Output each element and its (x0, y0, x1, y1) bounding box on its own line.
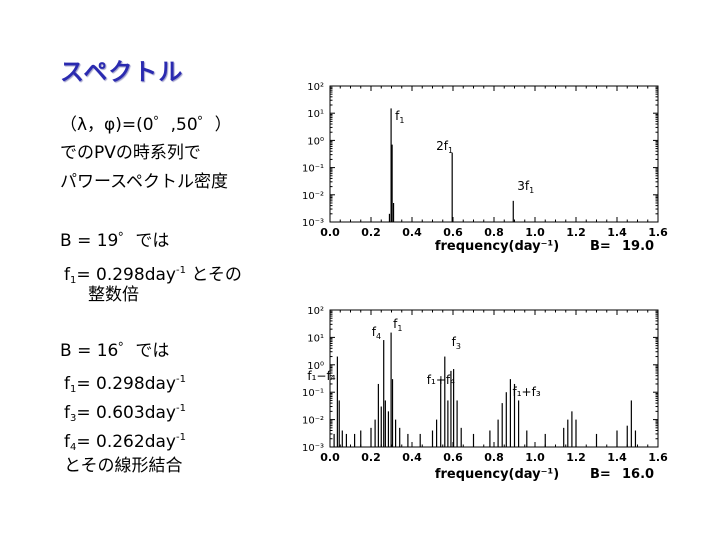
unit-exponent: -1 (175, 374, 186, 385)
freq-subscript: 3 (70, 413, 77, 424)
peak-annotation: 3f1 (517, 179, 534, 195)
parameter-label: B= (590, 239, 611, 254)
x-tick-label: 1.0 (525, 451, 545, 464)
intro-line-3: パワースペクトル密度 (60, 172, 228, 192)
x-tick-label: 1.2 (566, 226, 586, 239)
x-tick-label: 0.0 (320, 226, 340, 239)
annotation-text: f (372, 325, 377, 339)
peak-annotation: f₁−f₄ (307, 369, 335, 383)
annotation-text: f (393, 317, 398, 331)
case19-tail: とその (185, 265, 242, 285)
x-tick-label: 0.6 (443, 226, 463, 239)
freq-subscript: 1 (70, 384, 77, 395)
freq-symbol: f (64, 403, 70, 423)
case16-closing: とその線形結合 (64, 456, 183, 476)
annotation-text: f (452, 335, 457, 349)
x-tick-label: 0.4 (402, 226, 422, 239)
y-tick-label: 10⁰ (307, 136, 324, 147)
slide-title: スペクトル (60, 58, 184, 86)
annotation-text: f₁+f₄ (427, 373, 455, 387)
y-tick-label: 10² (307, 82, 324, 93)
freq-subscript: 4 (70, 442, 77, 453)
y-tick-label: 10⁰ (307, 361, 324, 372)
x-tick-label: 1.6 (648, 226, 668, 239)
annotation-text: f₁+f₃ (513, 385, 541, 399)
parameter-label: B= (590, 467, 611, 482)
x-tick-label: 0.2 (361, 451, 381, 464)
y-tick-label: 10⁻² (302, 191, 324, 202)
annotation-subscript: 1 (397, 324, 402, 333)
annotation-subscript: 1 (529, 186, 534, 195)
x-tick-label: 0.2 (361, 226, 381, 239)
f1-symbol: f (64, 265, 70, 285)
annotation-text: 3f (517, 179, 530, 193)
peak-annotation: f1 (395, 109, 404, 125)
annotation-subscript: 1 (448, 146, 453, 155)
peak-annotation: f₁+f₃ (513, 385, 541, 399)
case19-f1-line: f1= 0.298day-1 とその (64, 258, 242, 294)
case16-row-f3: f3= 0.603day-1 (64, 396, 186, 432)
y-tick-label: 10¹ (307, 109, 324, 120)
annotation-text: f₁−f₄ (307, 369, 335, 383)
case19-tail2: 整数倍 (88, 285, 139, 305)
freq-value: = 0.603day (76, 403, 176, 423)
f1-value: = 0.298day (76, 265, 176, 285)
peak-annotation: f3 (452, 335, 461, 351)
unit-exponent: -1 (175, 432, 186, 443)
peak-annotation: 2f1 (436, 139, 453, 155)
x-tick-label: 1.4 (607, 226, 627, 239)
freq-symbol: f (64, 374, 70, 394)
f1-subscript: 1 (70, 275, 77, 286)
annotation-subscript: 3 (456, 342, 461, 351)
unit-exponent: -1 (175, 265, 186, 276)
unit-exponent: -1 (175, 403, 186, 414)
annotation-subscript: 1 (399, 116, 404, 125)
case16-row-f1: f1= 0.298day-1 (64, 367, 186, 403)
case16-row-f4: f4= 0.262day-1 (64, 425, 186, 461)
freq-symbol: f (64, 432, 70, 452)
x-tick-label: 0.8 (484, 226, 504, 239)
x-tick-label: 1.2 (566, 451, 586, 464)
case19-heading: B = 19゜では (60, 231, 170, 251)
x-axis-label: frequency(day⁻¹) (435, 239, 559, 254)
case16-heading: B = 16゜では (60, 341, 170, 361)
annotation-text: 2f (436, 139, 449, 153)
intro-line-1: （λ，φ)=(0゜,50゜） (60, 115, 232, 135)
x-tick-label: 0.6 (443, 451, 463, 464)
y-tick-label: 10⁻³ (302, 218, 324, 229)
parameter-value: 19.0 (622, 239, 654, 254)
freq-value: = 0.262day (76, 432, 176, 452)
intro-line-2: でのPVの時系列で (60, 143, 201, 163)
annotation-text: f (395, 109, 400, 123)
plot-frame (329, 85, 659, 223)
x-tick-label: 1.6 (648, 451, 668, 464)
y-tick-label: 10⁻² (302, 416, 324, 427)
annotation-subscript: 4 (376, 332, 381, 341)
x-tick-label: 0.4 (402, 451, 422, 464)
y-tick-label: 10⁻³ (302, 443, 324, 454)
plot-frame (329, 309, 659, 448)
peak-annotation: f₁+f₄ (427, 373, 455, 387)
x-tick-label: 0.0 (320, 451, 340, 464)
y-tick-label: 10⁻¹ (302, 164, 324, 175)
y-tick-label: 10¹ (307, 333, 324, 344)
x-axis-label: frequency(day⁻¹) (435, 467, 559, 482)
x-tick-label: 0.8 (484, 451, 504, 464)
peak-annotation: f1 (393, 317, 402, 333)
y-tick-label: 10⁻¹ (302, 388, 324, 399)
y-tick-label: 10² (307, 306, 324, 317)
parameter-value: 16.0 (622, 467, 654, 482)
peak-annotation: f4 (372, 325, 381, 341)
x-tick-label: 1.0 (525, 226, 545, 239)
x-tick-label: 1.4 (607, 451, 627, 464)
freq-value: = 0.298day (76, 374, 176, 394)
